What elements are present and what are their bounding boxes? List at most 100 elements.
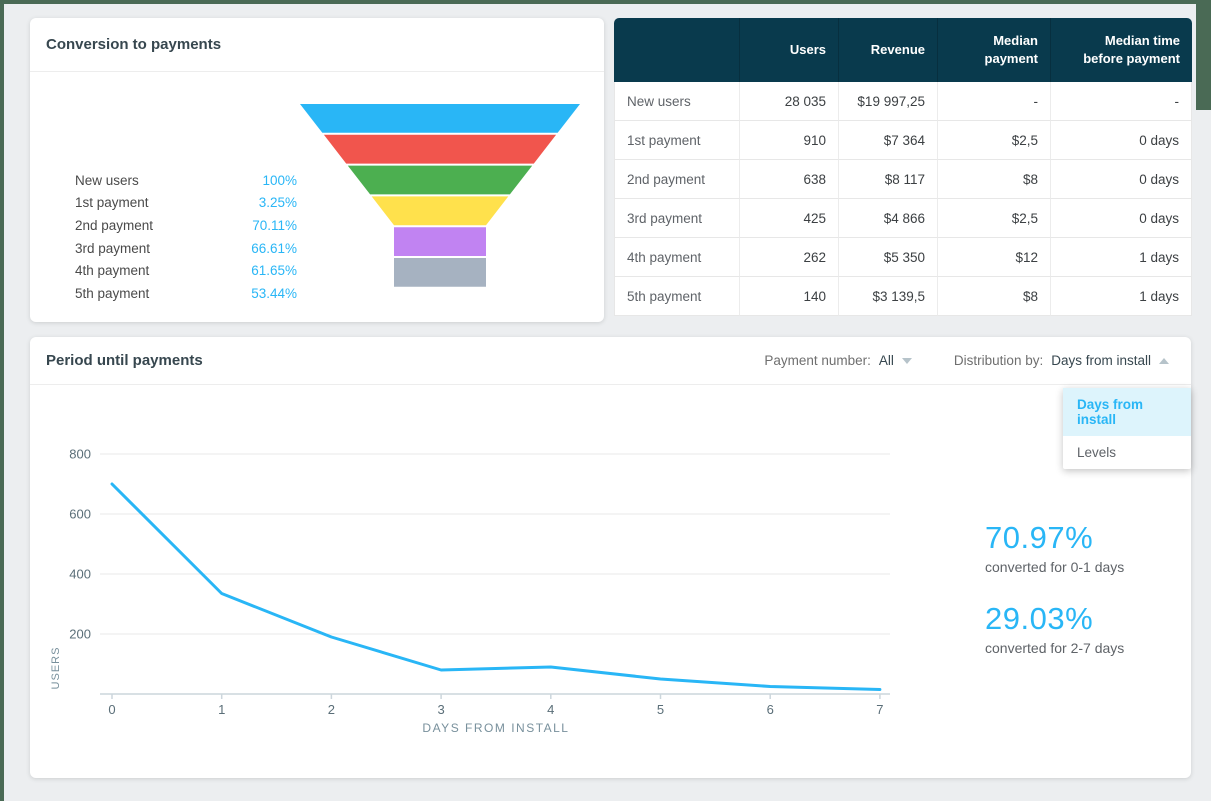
svg-text:4: 4 [547,702,554,717]
conversion-to-payments-card: Conversion to payments New users 100% 1s… [30,18,604,322]
payment-number-label: Payment number: [764,353,871,368]
table-row: 1st payment 910 $7 364 $2,5 0 days [614,121,1192,160]
svg-text:200: 200 [69,627,91,642]
distribution-by-label: Distribution by: [953,353,1044,368]
stat-caption: converted for 0-1 days [985,559,1125,575]
table-row: 5th payment 140 $3 139,5 $8 1 days [614,277,1192,316]
svg-text:6: 6 [767,702,774,717]
cell-revenue: $8 117 [838,160,937,199]
cell-median-time: 0 days [1050,121,1192,160]
cell-median-payment: $12 [937,238,1050,277]
funnel-legend-row: 4th payment 61.65% [75,259,297,282]
funnel-legend-row: 5th payment 53.44% [75,282,297,305]
screenshot-frame-left [0,0,4,801]
conversion-stats: 70.97% converted for 0-1 days 29.03% con… [985,520,1124,682]
stat-value: 29.03% [985,601,1094,636]
cell-median-payment: $2,5 [937,199,1050,238]
funnel-step-label: 2nd payment [75,217,154,233]
distribution-by-select[interactable]: Distribution by: Days from install [954,353,1169,368]
period-until-payments-card: Period until payments Payment number: Al… [30,337,1191,778]
cell-users: 28 035 [739,82,838,121]
col-header-users: Users [739,18,838,82]
funnel-step-percent: 66.61% [251,240,297,256]
cell-revenue: $7 364 [838,121,937,160]
svg-text:7: 7 [876,702,883,717]
funnel-step-label: 1st payment [75,195,149,211]
cell-revenue: $19 997,25 [838,82,937,121]
table-row: 3rd payment 425 $4 866 $2,5 0 days [614,199,1192,238]
svg-text:0: 0 [108,702,115,717]
chart-controls: Payment number: All Distribution by: Day… [764,353,1175,368]
card-header: Conversion to payments [30,18,604,72]
table-row: 4th payment 262 $5 350 $12 1 days [614,238,1192,277]
table-header-row: Users Revenue Median payment Median time… [614,18,1192,82]
screenshot-frame-right [1196,0,1211,110]
row-label: 3rd payment [614,199,739,238]
row-label: 4th payment [614,238,739,277]
cell-median-time: 1 days [1050,277,1192,316]
svg-text:2: 2 [328,702,335,717]
svg-text:800: 800 [69,447,91,462]
funnel-legend-row: 3rd payment 66.61% [75,237,297,260]
stat-block: 29.03% converted for 2-7 days [985,601,1124,656]
funnel-step-label: New users [75,172,139,188]
funnel-step-label: 4th payment [75,263,150,279]
cell-users: 425 [739,199,838,238]
payments-summary-table: Users Revenue Median payment Median time… [614,18,1192,316]
svg-text:600: 600 [69,507,91,522]
cell-median-payment: $8 [937,277,1050,316]
screenshot-frame-top [0,0,1211,4]
card-title: Period until payments [46,352,203,369]
cell-median-time: 0 days [1050,160,1192,199]
cell-median-payment: $8 [937,160,1050,199]
row-label: 1st payment [614,121,739,160]
funnel-legend-row: 2nd payment 70.11% [75,214,297,237]
cell-median-time: - [1050,82,1192,121]
cell-users: 140 [739,277,838,316]
col-header-revenue: Revenue [838,18,937,82]
menu-item-days-from-install[interactable]: Days from install [1063,388,1191,436]
svg-text:3: 3 [437,702,444,717]
stat-block: 70.97% converted for 0-1 days [985,520,1124,575]
card-title: Conversion to payments [46,36,222,53]
distribution-by-dropdown-menu: Days from install Levels [1063,388,1191,469]
cell-users: 910 [739,121,838,160]
funnel-legend: New users 100% 1st payment 3.25% 2nd pay… [75,169,297,305]
chevron-down-icon [901,357,912,364]
col-header-median-time: Median time before payment [1050,18,1192,82]
cell-median-time: 0 days [1050,199,1192,238]
cell-revenue: $3 139,5 [838,277,937,316]
svg-text:400: 400 [69,567,91,582]
chevron-up-icon [1159,357,1169,364]
cell-median-time: 1 days [1050,238,1192,277]
col-header-median-payment: Median payment [937,18,1050,82]
users-per-day-line-chart: 200 400 600 800 0 1 2 3 4 5 6 7 DAYS FROM INSTALL USE… [50,447,890,735]
table-row: New users 28 035 $19 997,25 - - [614,82,1192,121]
cell-revenue: $5 350 [838,238,937,277]
payment-number-value: All [878,353,894,368]
funnel-step-percent: 70.11% [252,217,297,233]
payment-number-select[interactable]: Payment number: All [764,353,912,368]
menu-item-levels[interactable]: Levels [1077,445,1117,460]
stat-caption: converted for 2-7 days [985,640,1125,656]
cell-median-payment: $2,5 [937,121,1050,160]
row-label: 5th payment [614,277,739,316]
funnel-legend-row: 1st payment 3.25% [75,192,297,215]
funnel-step-label: 5th payment [75,285,150,301]
cell-revenue: $4 866 [838,199,937,238]
funnel-chart [300,104,580,287]
svg-text:1: 1 [218,702,225,717]
funnel-step-percent: 61.65% [251,263,297,279]
funnel-step-percent: 53.44% [251,285,297,301]
funnel-step-label: 3rd payment [75,240,151,256]
svg-text:DAYS FROM INSTALL: DAYS FROM INSTALL [422,721,569,735]
cell-users: 262 [739,238,838,277]
distribution-by-value: Days from install [1051,353,1151,368]
funnel-step-percent: 3.25% [258,195,297,211]
funnel-step-percent: 100% [262,172,297,188]
table-row: 2nd payment 638 $8 117 $8 0 days [614,160,1192,199]
col-header-empty [614,18,739,82]
funnel-legend-row: New users 100% [75,169,297,192]
svg-text:5: 5 [657,702,664,717]
stat-value: 70.97% [985,520,1094,555]
